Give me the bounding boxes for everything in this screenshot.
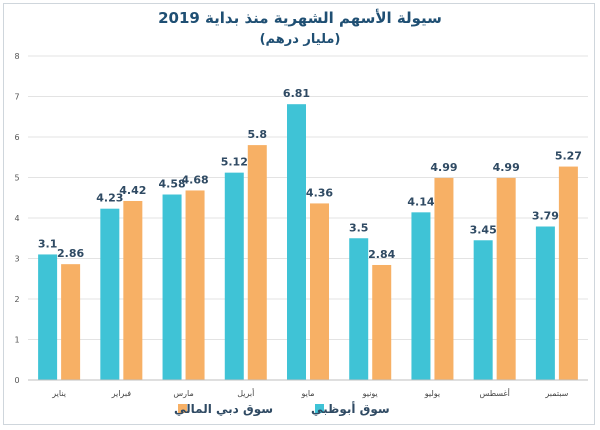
x-tick-label: يونيو <box>362 389 378 398</box>
data-label: 2.84 <box>368 248 395 261</box>
y-tick-label: 3 <box>14 255 19 264</box>
bars <box>38 104 578 380</box>
data-label: 2.86 <box>57 247 84 260</box>
data-label: 4.68 <box>181 173 208 186</box>
bar-dubai <box>247 145 267 380</box>
legend: سوق أبوظبي سوق دبي المالي <box>174 401 390 417</box>
x-axis-labels: يناير فبراير مارس أبريل مايو يونيو يوليو أغسطس س… <box>51 388 568 398</box>
bar-abudhabi <box>224 172 244 380</box>
data-labels: 3.12.86 4.234.42 4.584.68 5.12 5.8 6.81 4.36 3.… <box>38 87 582 261</box>
bar-dubai <box>558 166 578 380</box>
bar-abudhabi <box>287 104 306 380</box>
y-tick-label: 4 <box>14 214 19 223</box>
data-label: 4.58 <box>158 178 185 191</box>
data-label: 3.1 <box>38 237 58 250</box>
bar-abudhabi <box>349 238 369 380</box>
x-tick-label: يوليو <box>424 389 440 398</box>
data-label: 4.23 <box>96 192 123 205</box>
bar-dubai <box>310 203 329 380</box>
y-tick-label: 8 <box>14 52 19 61</box>
bar-dubai <box>61 264 81 380</box>
data-label: 5.12 <box>221 156 248 169</box>
chart-subtitle: (مليار درهم) <box>260 32 341 47</box>
data-label: 5.27 <box>555 150 582 163</box>
bar-abudhabi <box>535 226 555 380</box>
y-axis-ticks: 0 1 2 3 4 5 6 7 8 <box>14 52 19 385</box>
bar-dubai <box>123 200 143 380</box>
bar-abudhabi <box>100 208 120 380</box>
x-tick-label: يناير <box>51 389 66 398</box>
y-tick-label: 7 <box>14 93 19 102</box>
data-label: 3.79 <box>532 210 559 223</box>
grid-lines <box>28 55 588 340</box>
data-label: 4.99 <box>430 161 457 174</box>
data-label: 6.81 <box>283 87 310 100</box>
legend-label: سوق أبوظبي <box>311 401 390 417</box>
data-label: 4.42 <box>119 184 146 197</box>
x-tick-label: مايو <box>300 389 314 398</box>
legend-label: سوق دبي المالي <box>174 402 273 417</box>
bar-dubai <box>372 264 392 380</box>
bar-abudhabi <box>38 254 58 380</box>
bar-dubai <box>434 177 454 380</box>
x-tick-label: أبريل <box>237 388 254 398</box>
data-label: 4.14 <box>407 195 434 208</box>
data-label: 4.36 <box>306 186 333 199</box>
bar-abudhabi <box>473 240 493 380</box>
y-tick-label: 5 <box>14 174 19 183</box>
data-label: 3.45 <box>470 223 497 236</box>
y-tick-label: 0 <box>14 376 19 385</box>
bar-dubai <box>185 190 205 380</box>
bar-dubai <box>496 177 516 380</box>
x-tick-label: مارس <box>173 389 193 398</box>
x-tick-label: فبراير <box>111 389 132 398</box>
x-tick-label: سبتمبر <box>544 389 568 398</box>
data-label: 4.99 <box>493 161 520 174</box>
legend-swatch <box>315 404 324 413</box>
x-tick-label: أغسطس <box>480 388 510 398</box>
y-tick-label: 6 <box>14 133 19 142</box>
chart-title: سيولة الأسهم الشهرية منذ بداية 2019 <box>158 9 442 27</box>
legend-swatch <box>178 404 187 413</box>
data-label: 3.5 <box>349 221 369 234</box>
y-tick-label: 2 <box>14 295 19 304</box>
bar-abudhabi <box>162 194 182 380</box>
y-tick-label: 1 <box>14 336 19 345</box>
bar-abudhabi <box>411 212 431 380</box>
data-label: 5.8 <box>248 128 268 141</box>
